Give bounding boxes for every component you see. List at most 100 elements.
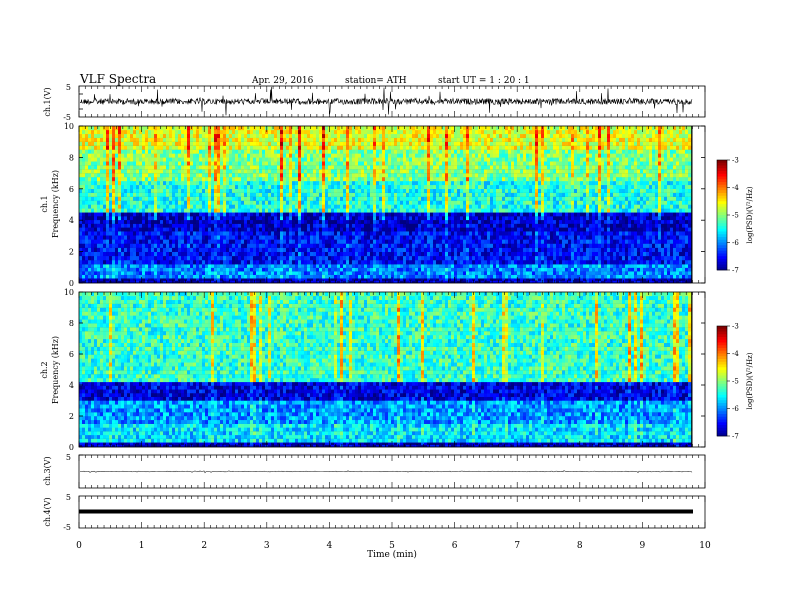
spectrogram-cell <box>361 260 365 265</box>
spectrogram-cell <box>250 267 254 272</box>
spectrogram-cell <box>358 192 362 197</box>
spectrogram-cell <box>436 165 440 170</box>
spectrogram-cell <box>280 149 284 154</box>
spectrogram-cell <box>157 271 161 275</box>
spectrogram-cell <box>421 145 425 150</box>
spectrogram-cell <box>145 192 149 197</box>
spectrogram-cell <box>262 161 266 166</box>
spectrogram-cell <box>214 200 218 205</box>
spectrogram-cell <box>268 235 272 240</box>
spectrogram-cell <box>91 247 95 252</box>
spectrogram-cell <box>202 267 206 272</box>
spectrogram-cell <box>244 280 248 284</box>
spectrogram-cell <box>247 204 251 209</box>
spectrogram-cell <box>106 260 110 265</box>
spectrogram-cell <box>250 153 254 158</box>
spectrogram-cell <box>238 149 242 154</box>
spectrogram-cell <box>262 223 266 228</box>
spectrogram-cell <box>271 274 275 279</box>
spectrogram-cell <box>271 216 275 221</box>
spectrogram-cell <box>247 274 251 279</box>
spectrogram-cell <box>148 247 152 252</box>
spectrogram-cell <box>196 126 200 131</box>
spectrogram-cell <box>439 267 443 272</box>
spectrogram-cell <box>127 219 131 224</box>
spectrogram-cell <box>106 219 110 224</box>
spectrogram-cell <box>331 169 335 174</box>
spectrogram-cell <box>436 149 440 154</box>
spectrogram-cell <box>334 227 338 232</box>
spectrogram-cell <box>427 208 431 213</box>
spectrogram-cell <box>382 239 386 244</box>
spectrogram-cell <box>283 216 287 221</box>
spectrogram-cell <box>151 235 155 240</box>
spectrogram-cell <box>322 231 326 236</box>
spectrogram-cell <box>286 184 290 189</box>
spectrogram-cell <box>322 219 326 224</box>
spectrogram-cell <box>352 267 356 272</box>
spectrogram-cell <box>190 145 194 150</box>
spectrogram-cell <box>145 196 149 201</box>
spectrogram-cell <box>232 271 236 275</box>
spectrogram-cell <box>244 173 248 178</box>
spectrogram-cell <box>406 264 410 268</box>
spectrogram-cell <box>79 243 83 248</box>
spectrogram-cell <box>430 216 434 221</box>
spectrogram-cell <box>394 239 398 244</box>
spectrogram-cell <box>430 192 434 197</box>
spectrogram-cell <box>424 149 428 154</box>
spectrogram-cell <box>151 161 155 166</box>
spectrogram-cell <box>172 251 176 257</box>
spectrogram-cell <box>190 243 194 248</box>
spectrogram-cell <box>160 239 164 244</box>
spectrogram-cell <box>355 133 359 138</box>
spectrogram-cell <box>142 196 146 201</box>
spectrogram-cell <box>337 280 341 284</box>
spectrogram-cell <box>295 165 299 170</box>
spectrogram-cell <box>202 196 206 201</box>
spectrogram-cell <box>421 255 425 261</box>
spectrogram-cell <box>433 204 437 209</box>
spectrogram-cell <box>370 173 374 178</box>
spectrogram-cell <box>286 173 290 178</box>
spectrogram-cell <box>214 149 218 154</box>
spectrogram-cell <box>373 165 377 170</box>
spectrogram-cell <box>184 235 188 240</box>
spectrogram-cell <box>79 173 83 178</box>
spectrogram-cell <box>421 196 425 201</box>
spectrogram-cell <box>436 216 440 221</box>
spectrogram-cell <box>379 141 383 146</box>
spectrogram-cell <box>292 231 296 236</box>
spectrogram-cell <box>394 271 398 275</box>
spectrogram-cell <box>202 149 206 154</box>
spectrogram-cell <box>196 157 200 162</box>
spectrogram-cell <box>250 165 254 170</box>
spectrogram-cell <box>175 200 179 205</box>
spectrogram-cell <box>223 196 227 201</box>
spectrogram-cell <box>310 212 314 217</box>
spectrogram-cell <box>232 274 236 279</box>
spectrogram-cell <box>223 208 227 213</box>
spectrogram-cell <box>436 208 440 213</box>
spectrogram-cell <box>235 216 239 221</box>
spectrogram-cell <box>109 260 113 265</box>
spectrogram-cell <box>142 204 146 209</box>
spectrogram-cell <box>418 133 422 138</box>
spectrogram-cell <box>250 223 254 228</box>
spectrogram-cell <box>307 235 311 240</box>
spectrogram-cell <box>403 231 407 236</box>
spectrogram-cell <box>112 235 116 240</box>
spectrogram-cell <box>430 274 434 279</box>
spectrogram-cell <box>436 145 440 150</box>
spectrogram-cell <box>367 188 371 193</box>
spectrogram-cell <box>388 177 392 182</box>
spectrogram-cell <box>262 280 266 284</box>
spectrogram-cell <box>271 235 275 240</box>
spectrogram-cell <box>184 141 188 146</box>
spectrogram-cell <box>319 180 323 186</box>
spectrogram-cell <box>376 235 380 240</box>
spectrogram-cell <box>85 251 89 257</box>
spectrogram-cell <box>187 165 191 170</box>
spectrogram-cell <box>145 267 149 272</box>
spectrogram-cell <box>388 157 392 162</box>
